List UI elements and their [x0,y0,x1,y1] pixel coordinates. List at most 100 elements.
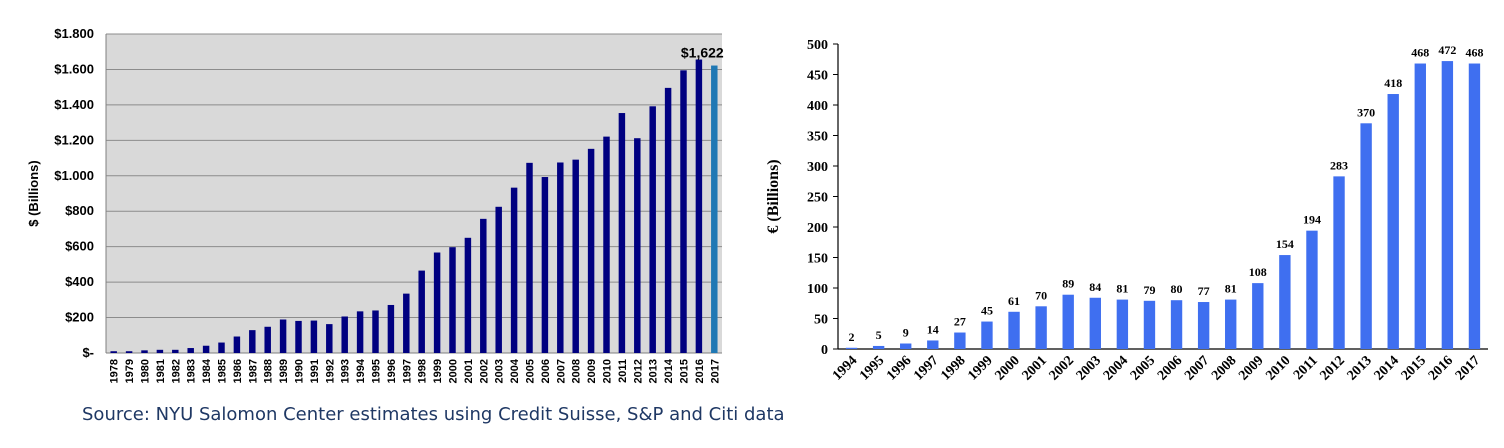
x-tick-label: 1993 [340,359,352,383]
data-label: 61 [1008,294,1020,308]
x-tick-label: 2013 [648,359,660,383]
data-label: 84 [1089,280,1101,294]
x-tick-label: 2017 [1453,353,1483,383]
data-label: 80 [1171,282,1183,296]
x-tick-label: 2006 [540,359,552,383]
x-tick-label: 1986 [232,359,244,383]
bar [495,206,502,353]
x-tick-label: 2016 [1426,353,1456,383]
bar [1441,61,1454,349]
x-tick-label: 2014 [1372,353,1402,383]
bar [433,252,441,353]
bar [1279,255,1291,349]
bar [1387,94,1399,350]
x-tick-label: 1980 [140,359,152,383]
bar [680,70,687,353]
bar [264,326,271,353]
x-tick-label: 1988 [263,359,275,383]
y-tick-label: $1.600 [54,61,94,76]
x-tick-label: 1982 [170,359,182,383]
bar [1468,63,1481,350]
x-tick-label: 1989 [278,359,290,383]
data-label: $1,622 [681,45,724,61]
x-tick-label: 2010 [1263,353,1293,383]
data-label: 89 [1062,277,1074,291]
bar [172,349,179,353]
bar [1008,311,1020,349]
bar [480,218,487,353]
x-tick-label: 1994 [830,353,860,383]
bar [1089,297,1101,349]
x-tick-label: 1995 [371,359,383,383]
bar [649,106,656,353]
europe-leveraged-loan-chart: 0 50 100 150 200 250 300 350 400 450 500 2 1994 5 1995… [765,38,1488,384]
x-tick-label: 2013 [1345,353,1375,383]
bar [664,87,672,354]
x-tick-label: 2007 [1182,353,1212,383]
x-tick-label: 2000 [992,353,1022,383]
x-tick-label: 1979 [124,359,136,383]
x-tick-label: 2007 [555,359,567,383]
data-label: 468 [1411,46,1429,60]
bar [572,159,579,353]
x-tick-label: 1981 [155,359,167,383]
x-tick-label: 2015 [679,359,691,383]
x-tick-label: 2012 [632,359,644,383]
x-tick-label: 1994 [355,358,367,383]
data-label: 472 [1438,43,1456,57]
data-label: 81 [1225,282,1237,296]
x-tick-label: 1998 [417,359,429,383]
bar [218,342,225,353]
bar [634,138,641,353]
bar [695,59,703,354]
y-tick-label: 100 [807,282,828,297]
plot-area [106,34,722,353]
bar [233,336,241,353]
bar [1062,294,1074,349]
y-tick-label: 150 [807,252,828,267]
x-tick-label: 1985 [217,359,229,383]
x-tick-label: 2008 [1209,353,1239,383]
y-tick-label: 400 [807,99,828,114]
data-label: 2 [849,330,855,344]
y-tick-label: 0 [821,343,828,358]
x-tick-label: 2002 [1047,353,1077,383]
y-tick-label: 250 [807,191,828,206]
bar [141,350,148,353]
x-tick-label: 2009 [586,359,598,383]
bar [387,304,395,353]
data-label: 5 [876,328,882,342]
x-tick-label: 2003 [1074,353,1104,383]
source-note: Source: NYU Salomon Center estimates usi… [82,404,785,425]
data-label: 77 [1198,284,1210,298]
bar [156,349,164,353]
bar [326,324,333,353]
bar [1333,176,1345,349]
y-tick-label: 450 [807,69,828,84]
data-label: 14 [927,322,939,336]
y-tick-label: $1.200 [54,132,94,147]
bar [125,351,133,353]
bar [1170,300,1183,349]
bar [310,320,318,353]
x-tick-label: 1997 [911,353,941,383]
bar [449,247,456,353]
x-tick-label: 1992 [324,359,336,383]
data-label: 79 [1143,283,1155,297]
bar [1414,63,1426,350]
data-label: 27 [954,315,966,329]
bar [711,65,718,353]
bar [1197,302,1210,349]
data-label: 108 [1249,265,1267,279]
x-tick-label: 2014 [663,358,675,383]
bar [187,348,194,353]
x-tick-label: 1996 [884,353,914,383]
bar [603,136,610,353]
bar [372,310,379,353]
x-tick-label: 2016 [694,359,706,383]
data-label: 418 [1384,76,1402,90]
x-tick-label: 2015 [1399,353,1429,383]
x-tick-label: 1987 [247,359,259,383]
x-tick-label: 1983 [186,359,198,383]
x-tick-label: 2011 [1291,353,1321,383]
